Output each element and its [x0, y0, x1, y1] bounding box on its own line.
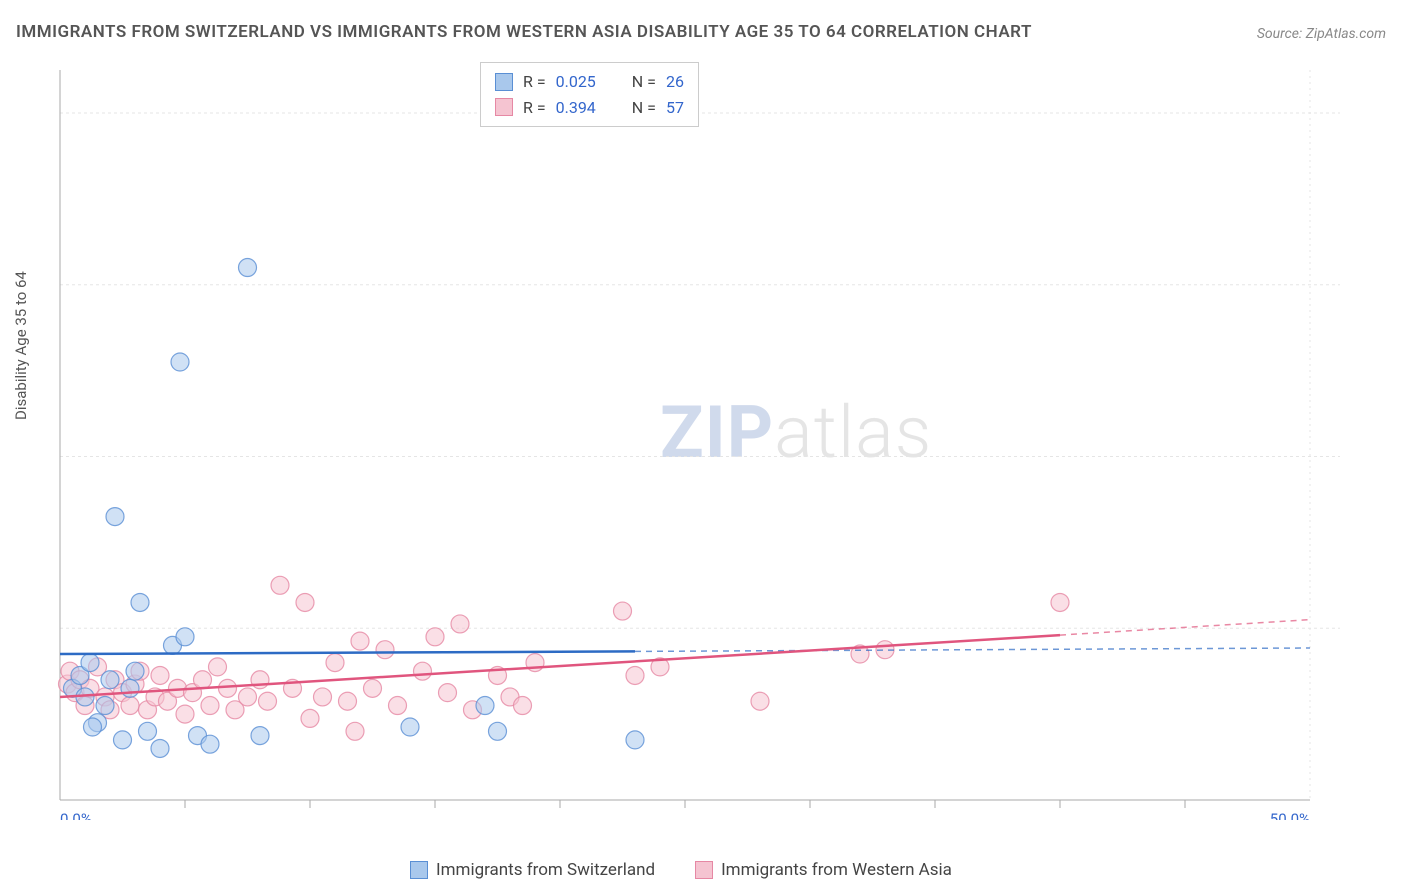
n-value-series2: 57 [666, 95, 684, 121]
legend-item-series1: Immigrants from Switzerland [410, 860, 655, 880]
legend-bottom: Immigrants from Switzerland Immigrants f… [410, 860, 952, 880]
legend-swatch-series1 [410, 861, 428, 879]
r-label: R = [523, 69, 546, 95]
n-label: N = [632, 95, 656, 121]
n-label: N = [632, 69, 656, 95]
swatch-series1 [495, 73, 513, 91]
y-axis-label: Disability Age 35 to 64 [12, 271, 30, 420]
scatter-plot: 20.0%40.0%60.0%80.0%0.0%50.0% [50, 60, 1350, 820]
legend-swatch-series2 [695, 861, 713, 879]
r-value-series2: 0.394 [556, 95, 596, 121]
stats-legend-box: R = 0.025 N = 26 R = 0.394 N = 57 [480, 62, 699, 127]
legend-item-series2: Immigrants from Western Asia [695, 860, 952, 880]
n-value-series1: 26 [666, 69, 684, 95]
stats-row-series2: R = 0.394 N = 57 [495, 95, 684, 121]
swatch-series2 [495, 98, 513, 116]
chart-area: 20.0%40.0%60.0%80.0%0.0%50.0% [50, 60, 1350, 820]
chart-title: IMMIGRANTS FROM SWITZERLAND VS IMMIGRANT… [16, 22, 1032, 42]
r-value-series1: 0.025 [556, 69, 596, 95]
svg-text:0.0%: 0.0% [60, 810, 92, 820]
svg-text:50.0%: 50.0% [1270, 810, 1310, 820]
stats-row-series1: R = 0.025 N = 26 [495, 69, 684, 95]
legend-label-series1: Immigrants from Switzerland [436, 860, 655, 880]
legend-label-series2: Immigrants from Western Asia [721, 860, 952, 880]
source-attribution: Source: ZipAtlas.com [1257, 26, 1386, 42]
r-label: R = [523, 95, 546, 121]
